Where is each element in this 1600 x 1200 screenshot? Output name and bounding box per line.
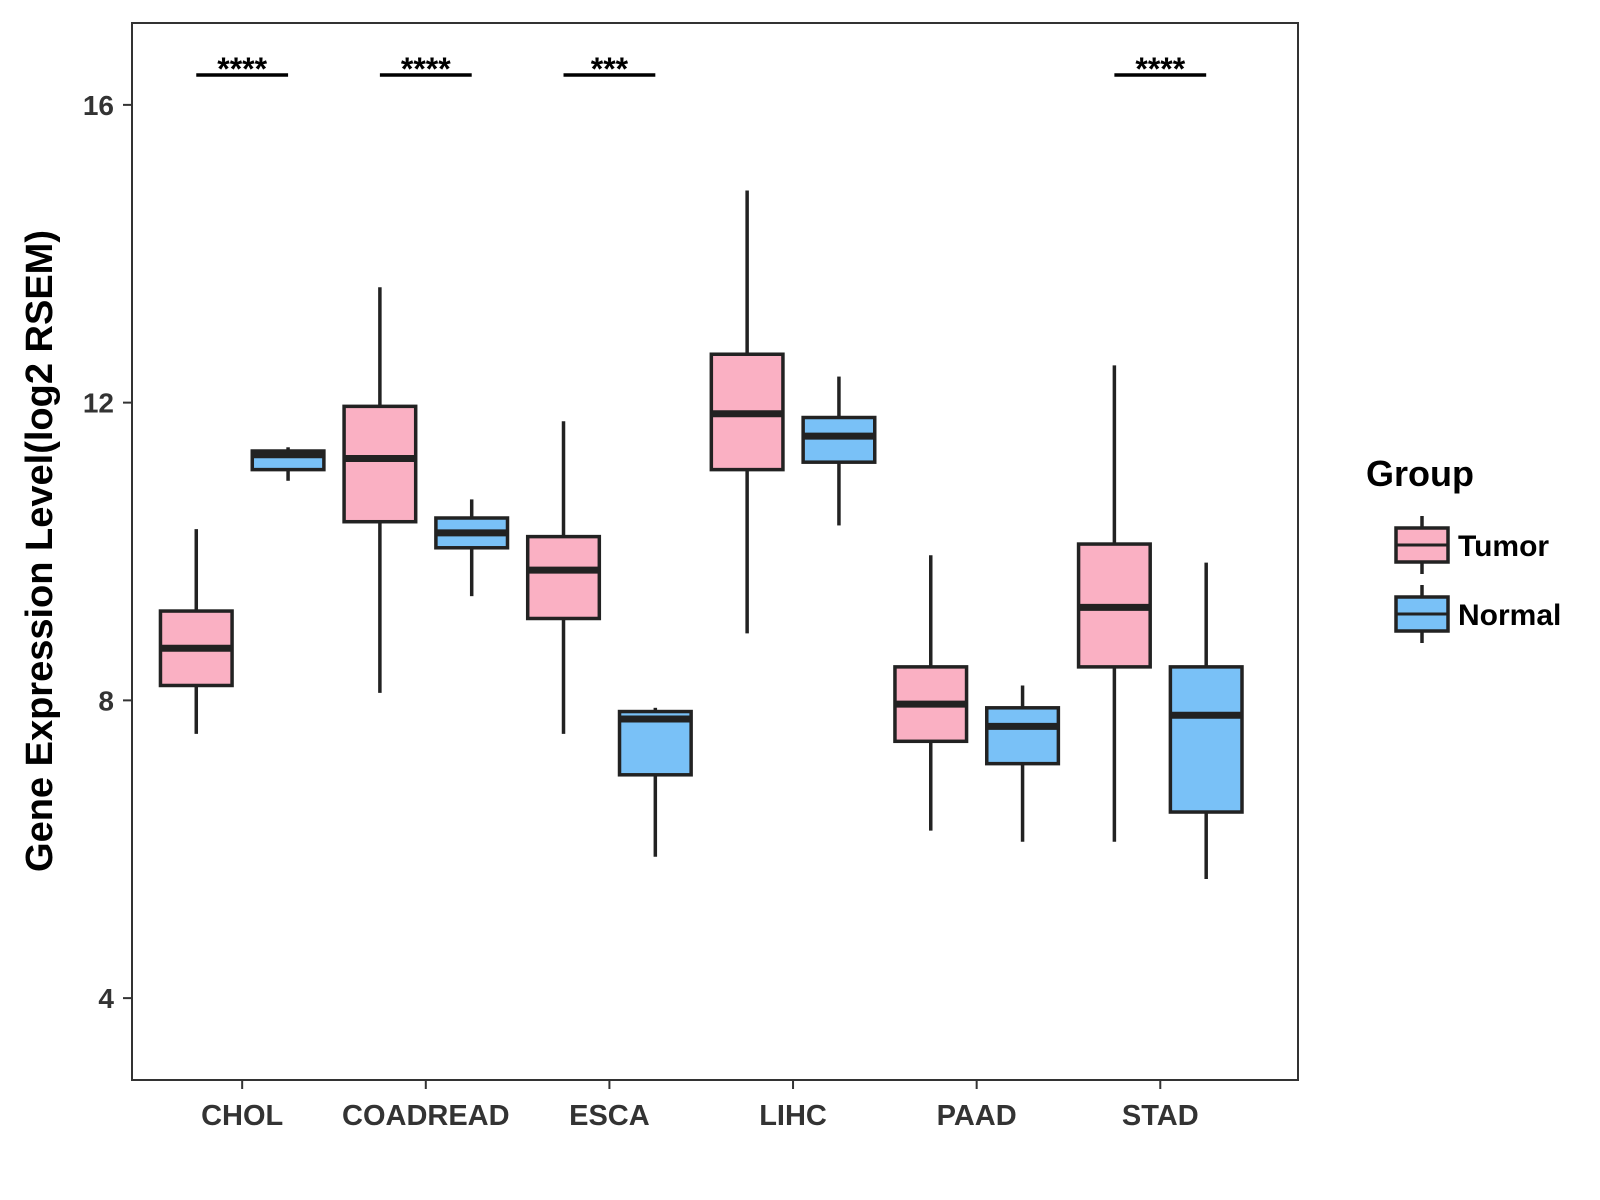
box-tumor-chol: [158, 529, 234, 734]
box-tumor-esca: [525, 421, 602, 734]
legend-title: Group: [1366, 453, 1474, 494]
box-normal-lihc: [801, 376, 877, 526]
x-axis: CHOL COADREAD ESCA LIHC PAAD STAD: [201, 1080, 1199, 1132]
legend-label: Tumor: [1458, 530, 1549, 563]
x-tick-label: COADREAD: [342, 1100, 510, 1132]
y-axis-title: Gene Expression Level(log2 RSEM): [19, 230, 61, 872]
box-normal-coadread: [434, 499, 510, 597]
x-tick-label: LIHC: [759, 1100, 827, 1132]
box-normal-stad: [1168, 562, 1244, 880]
box-tumor-lihc: [709, 190, 785, 634]
significance-label: ****: [401, 51, 451, 87]
legend: Group Tumor Normal: [1366, 453, 1561, 643]
box-tumor-stad: [1076, 365, 1152, 842]
y-tick-label: 12: [83, 388, 114, 419]
legend-label: Normal: [1458, 599, 1561, 632]
x-tick-label: PAAD: [937, 1100, 1017, 1132]
box-normal-esca: [617, 707, 693, 857]
x-tick-label: STAD: [1122, 1100, 1199, 1132]
significance-label: ****: [1135, 51, 1185, 87]
significance-label: ****: [217, 51, 267, 87]
box-normal-chol: [250, 447, 326, 481]
box-iqr: [1168, 665, 1244, 814]
y-tick-label: 16: [83, 90, 114, 121]
box-iqr: [801, 415, 877, 464]
y-axis: 4 8 12 16: [83, 90, 132, 1014]
box-normal-paad: [985, 685, 1061, 842]
significance-label: ***: [591, 51, 629, 87]
box-tumor-coadread: [342, 287, 418, 693]
box-iqr: [985, 706, 1061, 766]
box-iqr: [525, 534, 602, 621]
x-tick-label: CHOL: [201, 1100, 283, 1132]
x-tick-label: ESCA: [569, 1100, 650, 1132]
plot-panel-border: [131, 22, 1299, 1081]
y-tick-label: 8: [98, 685, 114, 716]
legend-item-normal: Normal: [1394, 585, 1561, 643]
box-iqr: [342, 404, 418, 524]
box-tumor-paad: [893, 555, 969, 831]
y-tick-label: 4: [98, 983, 114, 1014]
legend-item-tumor: Tumor: [1394, 516, 1549, 574]
plot-marks: **** **** *** ****: [158, 51, 1244, 880]
